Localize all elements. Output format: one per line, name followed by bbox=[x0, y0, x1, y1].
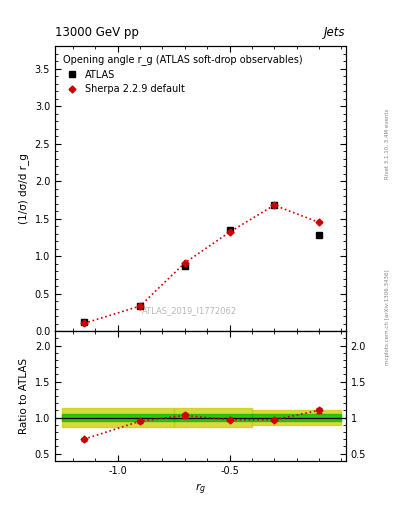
Y-axis label: Ratio to ATLAS: Ratio to ATLAS bbox=[19, 358, 29, 434]
Sherpa 2.2.9 default bbox=[138, 303, 142, 309]
Y-axis label: (1/σ) dσ/d r_g: (1/σ) dσ/d r_g bbox=[18, 153, 29, 224]
Text: mcplots.cern.ch [arXiv:1306.3436]: mcplots.cern.ch [arXiv:1306.3436] bbox=[385, 270, 390, 365]
ATLAS bbox=[317, 232, 321, 238]
Sherpa 2.2.9 default bbox=[272, 202, 277, 208]
Text: ATLAS_2019_I1772062: ATLAS_2019_I1772062 bbox=[142, 306, 237, 315]
Sherpa 2.2.9 default bbox=[317, 219, 321, 225]
Line: ATLAS: ATLAS bbox=[81, 202, 323, 326]
ATLAS bbox=[182, 263, 187, 269]
Sherpa 2.2.9 default bbox=[227, 229, 232, 235]
ATLAS bbox=[82, 319, 86, 325]
ATLAS bbox=[272, 202, 277, 208]
Legend: ATLAS, Sherpa 2.2.9 default: ATLAS, Sherpa 2.2.9 default bbox=[60, 51, 305, 97]
Line: Sherpa 2.2.9 default: Sherpa 2.2.9 default bbox=[82, 203, 321, 326]
Sherpa 2.2.9 default bbox=[182, 260, 187, 266]
Sherpa 2.2.9 default bbox=[82, 320, 86, 326]
ATLAS bbox=[138, 304, 142, 310]
ATLAS bbox=[227, 227, 232, 233]
Text: Jets: Jets bbox=[324, 26, 346, 39]
Text: Rivet 3.1.10, 3.4M events: Rivet 3.1.10, 3.4M events bbox=[385, 108, 390, 179]
X-axis label: $r_g$: $r_g$ bbox=[195, 481, 206, 497]
Text: 13000 GeV pp: 13000 GeV pp bbox=[55, 26, 139, 39]
